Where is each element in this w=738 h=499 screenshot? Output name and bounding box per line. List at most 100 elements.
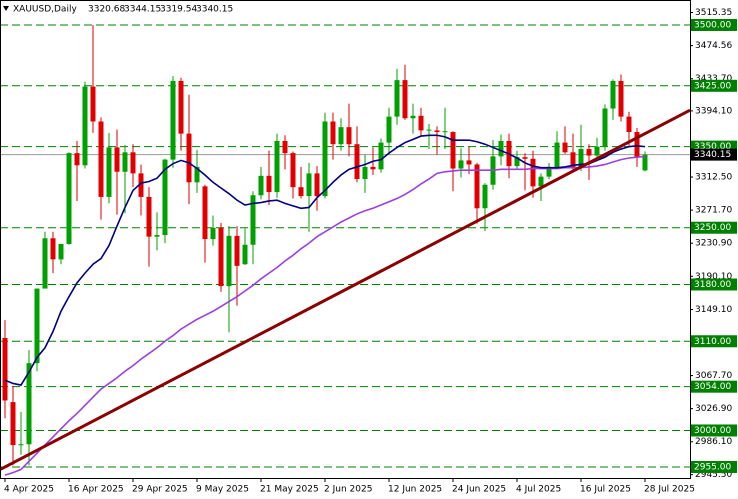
candle-body (122, 152, 128, 172)
x-tick-label: 4 Apr 2025 (4, 485, 54, 495)
y-tick-label: 3026.90 (695, 404, 732, 414)
candle-body (194, 166, 200, 183)
price-label: 3340.15 (694, 150, 731, 160)
candle-body (226, 235, 232, 287)
level-label-box (691, 335, 737, 348)
candle-body (530, 158, 536, 187)
candle-body (474, 164, 480, 209)
y-tick-label: 3433.70 (695, 74, 732, 84)
candle-body (562, 142, 568, 153)
candle-body (370, 166, 376, 170)
y-tick-label: 3271.70 (695, 206, 732, 216)
candle-body (426, 129, 432, 131)
candle-body (282, 140, 288, 154)
level-label-box (691, 18, 737, 31)
candle-body (642, 154, 648, 171)
level-label-box (691, 278, 737, 291)
candle-body (82, 86, 88, 166)
x-tick-label: 9 May 2025 (196, 485, 249, 495)
candle-body (74, 153, 80, 166)
candle-body (162, 159, 168, 236)
x-tick-label: 21 May 2025 (260, 485, 319, 495)
candle-body (18, 444, 24, 446)
collapse-icon (3, 6, 9, 11)
candle-body (138, 173, 144, 197)
candle-body (458, 160, 464, 169)
level-label-box (691, 221, 737, 234)
candle-body (250, 195, 256, 245)
candle-body (362, 166, 368, 180)
candle-body (50, 238, 56, 260)
slow-moving-average (4, 155, 646, 476)
candle-body (418, 115, 424, 131)
candle-body (610, 80, 616, 109)
candle-body (554, 142, 560, 167)
y-tick-label: 2945.50 (695, 470, 732, 480)
candle-body (594, 146, 600, 156)
x-tick-label: 12 Jun 2025 (388, 485, 442, 495)
x-tick-label: 29 Apr 2025 (132, 485, 188, 495)
candle-body (106, 147, 112, 197)
candle-body (42, 238, 48, 289)
level-label: 3250.00 (694, 223, 731, 233)
candle-body (466, 160, 472, 165)
candle-body (394, 80, 400, 117)
candle-body (170, 80, 176, 160)
candle-body (218, 227, 224, 287)
close-value: 3340.15 (196, 5, 233, 15)
candle-body (402, 80, 408, 119)
y-tick-label: 3474.56 (695, 41, 732, 51)
y-tick-label: 3149.10 (695, 305, 732, 315)
candle-body (58, 243, 64, 260)
plot-border (0, 0, 691, 479)
x-tick-label: 16 Apr 2025 (68, 485, 124, 495)
candle-body (210, 227, 216, 240)
candle-body (130, 152, 136, 174)
candle-body (378, 142, 384, 170)
high-value: 3344.15 (124, 5, 161, 15)
y-tick-label: 3067.70 (695, 371, 732, 381)
candle-body (330, 121, 336, 145)
level-label: 3000.00 (694, 426, 731, 436)
candle-body (266, 175, 272, 193)
candle-body (602, 108, 608, 147)
candle-body (578, 149, 584, 168)
candle-body (202, 186, 208, 240)
level-label: 3110.00 (694, 337, 731, 347)
level-label: 3425.00 (694, 81, 731, 91)
candle-body (146, 196, 152, 237)
y-tick-label: 2986.10 (695, 437, 732, 447)
low-value: 3319.54 (160, 5, 197, 15)
candle-body (66, 153, 72, 244)
x-tick-label: 2 Jun 2025 (324, 485, 372, 495)
candle-body (242, 244, 248, 265)
candle-body (514, 157, 520, 167)
candle-body (522, 157, 528, 159)
candle-body (482, 184, 488, 209)
candle-body (322, 121, 328, 197)
y-tick-label: 3394.10 (695, 106, 732, 116)
x-tick-label: 4 Jul 2025 (516, 485, 561, 495)
candle-body (2, 338, 8, 401)
candle-body (634, 132, 640, 158)
x-tick-label: 16 Jul 2025 (580, 485, 631, 495)
candle-body (386, 116, 392, 143)
fast-moving-average (4, 134, 646, 386)
level-label-box (691, 460, 737, 473)
x-tick-label: 24 Jun 2025 (452, 485, 506, 495)
candle-body (306, 173, 312, 197)
candle-body (410, 115, 416, 119)
y-tick-label: 3312.50 (695, 173, 732, 183)
candle-body (586, 149, 592, 156)
candle-body (618, 80, 624, 117)
candle-body (450, 132, 456, 169)
level-label-box (691, 424, 737, 437)
candle-body (338, 127, 344, 145)
candle-body (298, 187, 304, 197)
symbol-label: XAUUSD,Daily (13, 5, 77, 15)
y-tick-label: 3190.10 (695, 272, 732, 282)
candle-body (10, 402, 16, 446)
